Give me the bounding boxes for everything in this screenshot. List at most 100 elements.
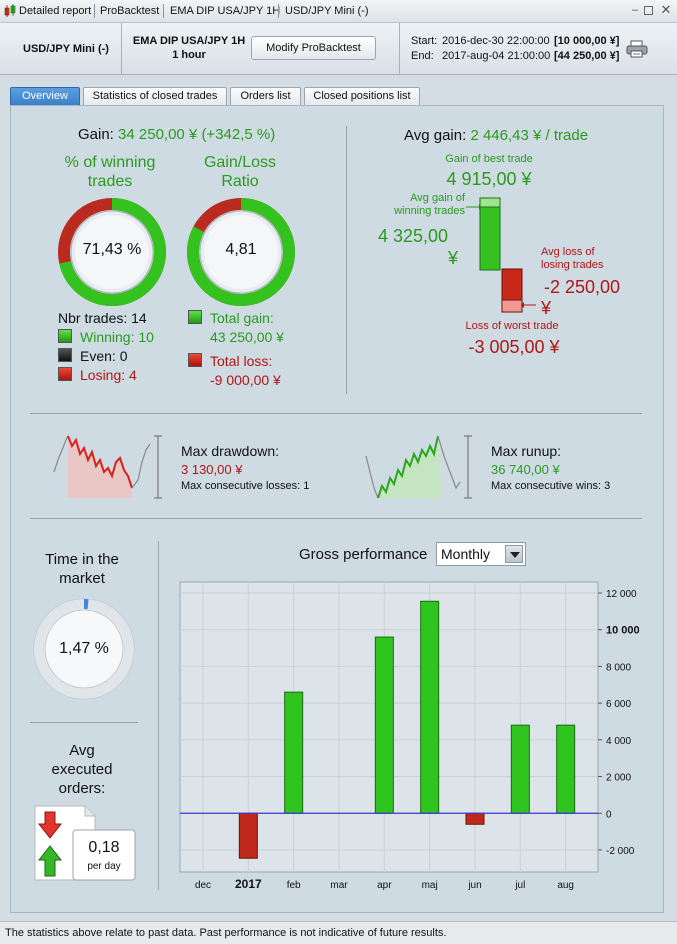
avg-loss-label: Avg loss of losing trades <box>541 246 603 272</box>
bar-jun <box>465 812 485 825</box>
close-icon[interactable]: ✕ <box>660 2 672 17</box>
tab-closed-positions-list[interactable]: Closed positions list <box>304 87 420 106</box>
avg-orders-line3: orders: <box>58 780 106 797</box>
tab-statistics-closed-trades[interactable]: Statistics of closed trades <box>83 87 227 106</box>
period-select-value: Monthly <box>441 546 491 562</box>
gain-loss-gain-arc <box>187 198 295 306</box>
losing-swatch <box>58 367 72 381</box>
total-gain-swatch <box>188 310 202 324</box>
sell-arrow-icon <box>37 811 63 839</box>
avg-gain-summary: Avg gain: 2 446,43 ¥ / trade <box>404 127 588 144</box>
y-tick-label: 4 000 <box>606 736 631 747</box>
runup-sparkline-icon <box>365 435 472 499</box>
avg-loss-label-line1: Avg loss of <box>541 246 595 258</box>
chevron-down-icon[interactable] <box>505 545 523 563</box>
winning-pct-title: % of winning trades <box>50 153 170 191</box>
bar-apr <box>374 636 394 814</box>
x-tick-label: feb <box>287 880 301 891</box>
bar-jul <box>510 724 530 814</box>
best-trade-value: 4 915,00 ¥ <box>446 169 532 189</box>
avg-orders-line1: Avg <box>69 742 95 759</box>
avg-win-label-line1: Avg gain of <box>410 192 465 204</box>
x-tick-label: mar <box>330 880 348 891</box>
end-date: 2017-aug-04 21:00:00 <box>442 50 551 62</box>
printer-icon[interactable] <box>626 40 648 58</box>
avg-executed-orders-title: Avg executed orders: <box>30 741 134 798</box>
avg-orders-value: 0,18 <box>88 839 120 856</box>
max-drawdown-value: 3 130,00 ¥ <box>181 462 243 477</box>
avg-loss-value: -2 250,00 <box>544 277 621 297</box>
breadcrumb-probacktest[interactable]: ProBacktest <box>100 5 160 17</box>
avg-orders-unit: per day <box>87 861 121 872</box>
x-tick-label: jul <box>514 880 525 891</box>
time-in-market-arc <box>34 599 134 699</box>
avg-gain-value: 2 446,43 ¥ / trade <box>470 127 589 144</box>
orders-icon <box>34 805 136 881</box>
period-select[interactable]: Monthly <box>436 542 526 566</box>
breadcrumb-system[interactable]: EMA DIP USA/JPY 1H <box>170 5 281 17</box>
avg-win-label-line2: winning trades <box>394 205 465 217</box>
bar-maj <box>420 600 440 814</box>
y-tick-label: 10 000 <box>606 625 640 637</box>
avg-win-currency: ¥ <box>448 248 459 268</box>
max-consecutive-wins: Max consecutive wins: 3 <box>491 480 611 492</box>
time-in-market-title: Time in the market <box>30 550 134 588</box>
avg-orders-line2: executed <box>51 761 113 778</box>
nbr-trades: Nbr trades: 14 <box>58 310 147 326</box>
max-runup-label: Max runup: <box>491 443 562 459</box>
breadcrumb-instrument[interactable]: USD/JPY Mini (-) <box>285 5 369 17</box>
bar-feb <box>284 691 304 814</box>
modify-probacktest-button[interactable]: Modify ProBacktest <box>251 36 376 60</box>
max-consecutive-losses: Max consecutive losses: 1 <box>181 480 310 492</box>
system-name: EMA DIP USA/JPY 1H <box>132 35 246 47</box>
bar-2017 <box>238 812 258 859</box>
avg-win-label: Avg gain of winning trades <box>385 192 465 218</box>
losing-count: Losing: 4 <box>80 367 137 383</box>
winning-pct-donut <box>58 198 166 306</box>
minimize-icon[interactable]: – <box>631 4 639 16</box>
avg-loss-label-line2: losing trades <box>541 259 604 271</box>
time-in-market-value: 1,47 % <box>59 640 109 657</box>
gain-loss-ratio-donut <box>187 198 295 306</box>
start-date: 2016-dec-30 22:00:00 <box>442 35 550 47</box>
disclaimer-footer: The statistics above relate to past data… <box>0 921 677 944</box>
y-tick-label: 2 000 <box>606 773 631 784</box>
time-in-market-line2: market <box>59 570 105 587</box>
start-capital: [10 000,00 ¥] <box>554 35 620 47</box>
best-trade-label: Gain of best trade <box>445 153 533 165</box>
even-swatch <box>58 348 72 362</box>
y-tick-label: 12 000 <box>606 589 637 600</box>
buy-arrow-icon <box>37 845 63 877</box>
gain-loss-title-line1: Gain/Loss <box>203 154 277 171</box>
report-header: USD/JPY Mini (-) EMA DIP USA/JPY 1H 1 ho… <box>0 23 677 75</box>
worst-trade-value: -3 005,00 ¥ <box>468 337 560 357</box>
gain-summary: Gain: 34 250,00 ¥ (+342,5 %) <box>78 126 275 143</box>
start-label: Start: <box>411 35 438 47</box>
drawdown-sparkline-icon <box>53 435 162 499</box>
gross-performance-title: Gross performance <box>299 546 428 563</box>
max-drawdown-label: Max drawdown: <box>181 443 280 459</box>
y-tick-label: 6 000 <box>606 699 631 710</box>
gain-loss-ratio-value: 4,81 <box>225 241 257 258</box>
total-gain-label: Total gain: <box>210 310 274 326</box>
avg-trades-bar-diagram <box>466 197 536 313</box>
y-tick-label: 0 <box>606 809 612 820</box>
maximize-icon[interactable] <box>644 6 653 15</box>
gain-label: Gain: <box>78 126 114 143</box>
tab-overview[interactable]: Overview <box>10 87 80 106</box>
max-runup-value: 36 740,00 ¥ <box>491 462 560 477</box>
y-tick-label: -2 000 <box>606 846 635 857</box>
tab-orders-list[interactable]: Orders list <box>230 87 301 106</box>
candlestick-icon <box>4 4 16 17</box>
gain-loss-ratio-title: Gain/Loss Ratio <box>185 153 295 191</box>
total-loss-swatch <box>188 353 202 367</box>
breadcrumb-detailed-report[interactable]: Detailed report <box>19 5 92 17</box>
title-bar: Detailed report ProBacktest EMA DIP USA/… <box>0 0 677 23</box>
x-tick-label: apr <box>377 880 392 891</box>
winning-donut-win-arc <box>58 198 166 306</box>
bar-aug <box>556 724 576 814</box>
worst-trade-label: Loss of worst trade <box>465 320 559 332</box>
total-loss-value: -9 000,00 ¥ <box>210 372 281 388</box>
x-tick-label: 2017 <box>235 877 262 891</box>
